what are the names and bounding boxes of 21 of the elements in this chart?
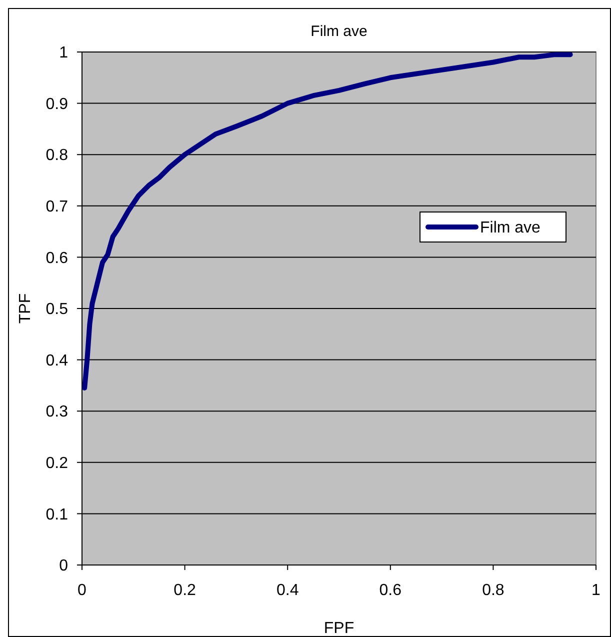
chart-title: Film ave [310, 23, 368, 40]
y-tick-label: 0.8 [46, 147, 68, 164]
y-tick-label: 1 [59, 44, 68, 62]
x-tick-label: 0.2 [174, 582, 196, 599]
x-tick-label: 0.8 [482, 582, 504, 599]
y-tick-label: 0.5 [46, 301, 68, 318]
y-tick-label: 0.1 [46, 506, 68, 524]
x-tick-label: 0.4 [276, 582, 299, 599]
y-tick-label: 0.4 [46, 352, 68, 370]
y-tick-label: 0.9 [46, 96, 68, 113]
y-tick-label: 0.7 [46, 198, 68, 216]
y-tick-label: 0.3 [46, 404, 68, 421]
y-tick-label: 0 [59, 558, 68, 575]
y-axis-title: TPF [17, 293, 34, 324]
legend-label: Film ave [480, 220, 541, 237]
x-tick-label: 0 [78, 582, 87, 599]
x-tick-label: 0.6 [379, 582, 402, 599]
x-axis-title: FPF [324, 620, 354, 637]
y-tick-label: 0.6 [46, 250, 68, 267]
x-tick-label: 1 [592, 582, 601, 599]
y-tick-label: 0.2 [46, 455, 68, 472]
